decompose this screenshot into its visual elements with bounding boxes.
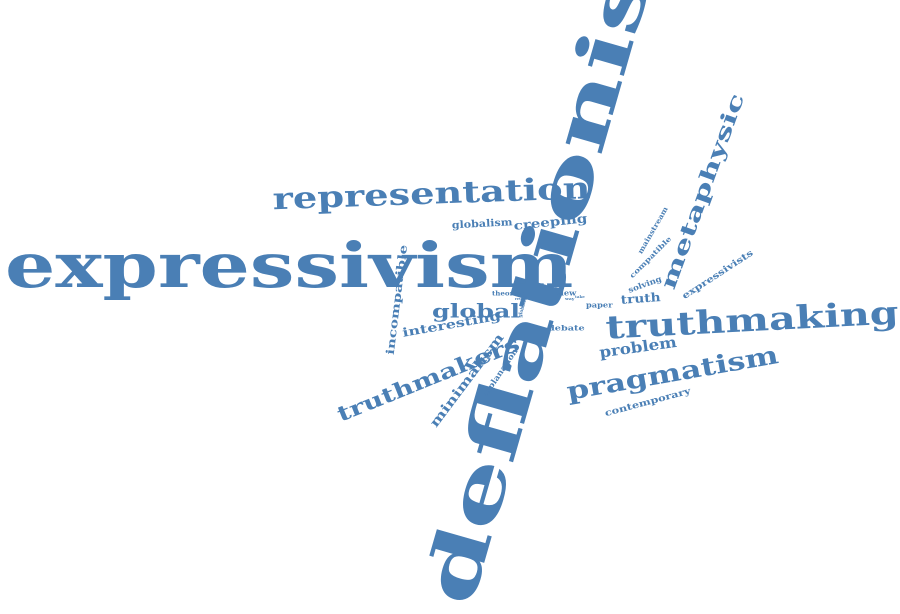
word-expressivism: expressivism xyxy=(5,228,574,302)
word-sound: sound xyxy=(544,283,558,289)
word-reveal: reveal xyxy=(515,295,527,301)
word-expressivists: expressivists xyxy=(680,248,756,302)
word-take: take xyxy=(575,293,585,299)
word-way: way xyxy=(565,295,575,301)
word-view: view xyxy=(556,288,577,298)
word-global: global xyxy=(432,300,520,323)
word-truth: truth xyxy=(620,290,662,307)
word-debate: debate xyxy=(548,323,585,333)
word-theories: theories xyxy=(492,290,525,298)
word-paper: paper xyxy=(586,300,613,310)
